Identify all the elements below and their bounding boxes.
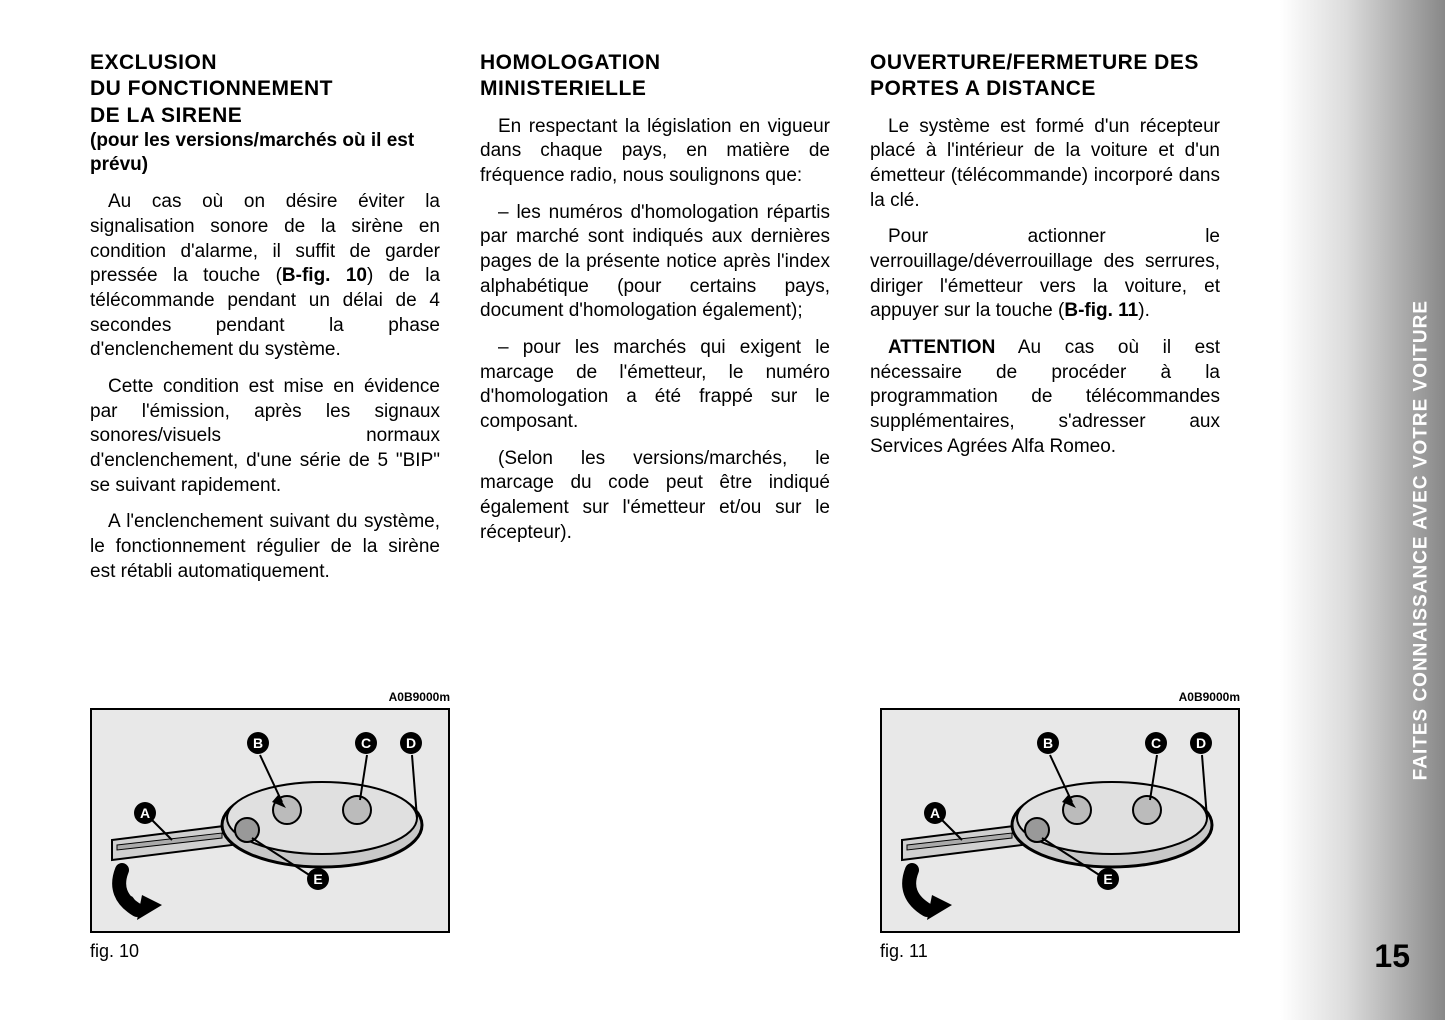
fig11-callout-A: A — [924, 802, 946, 824]
fig11-callout-D: D — [1190, 732, 1212, 754]
fig10-callout-D: D — [400, 732, 422, 754]
fig11-illustration: A B C D E — [880, 708, 1240, 933]
col2-para4: (Selon les versions/marchés, le marcage … — [480, 447, 830, 546]
col3-para3: ATTENTION Au cas où il est nécessaire de… — [870, 336, 1220, 459]
col1-heading: EXCLUSION DU FONCTIONNEMENT DE LA SIRENE — [90, 50, 440, 129]
col3-p2a: Pour actionner le verrouillage/déverroui… — [870, 226, 1220, 321]
fig11-callout-B: B — [1037, 732, 1059, 754]
col1-para3: A l'enclenchement suivant du système, le… — [90, 510, 440, 584]
column-3: OUVERTURE/FERMETURE DES PORTES A DISTANC… — [870, 50, 1220, 584]
fig10-callout-C: C — [355, 732, 377, 754]
column-1: EXCLUSION DU FONCTIONNEMENT DE LA SIRENE… — [90, 50, 440, 584]
col3-para1: Le système est formé d'un récepteur plac… — [870, 115, 1220, 214]
figure-11: A0B9000m A B C D — [880, 690, 1240, 962]
fig10-callout-E: E — [307, 868, 329, 890]
fig11-ref: A0B9000m — [880, 690, 1240, 704]
fig10-caption: fig. 10 — [90, 941, 450, 962]
fig11-caption: fig. 11 — [880, 941, 1240, 962]
col2-para3: – pour les marchés qui exigent le marcag… — [480, 336, 830, 435]
side-tab: FAITES CONNAISSANCE AVEC VOTRE VOITURE 1… — [1280, 0, 1445, 1020]
fig11-callout-E: E — [1097, 868, 1119, 890]
col3-heading: OUVERTURE/FERMETURE DES PORTES A DISTANC… — [870, 50, 1220, 103]
col2-para1: En respectant la législation en vigueur … — [480, 115, 830, 189]
section-tab-label: FAITES CONNAISSANCE AVEC VOTRE VOITURE — [1410, 300, 1432, 780]
col3-p2c: ). — [1138, 300, 1150, 321]
text-columns: EXCLUSION DU FONCTIONNEMENT DE LA SIRENE… — [90, 50, 1220, 584]
column-2: HOMOLOGATION MINISTERIELLE En respectant… — [480, 50, 830, 584]
col3-para2: Pour actionner le verrouillage/déverroui… — [870, 225, 1220, 324]
fig10-callout-A: A — [134, 802, 156, 824]
col1-subheading: (pour les versions/marchés où il est pré… — [90, 129, 440, 178]
fig11-callout-C: C — [1145, 732, 1167, 754]
col3-p2b-ref: B-fig. 11 — [1064, 300, 1138, 321]
col1-para1: Au cas où on désire éviter la signalisat… — [90, 190, 440, 363]
page-number: 15 — [1374, 938, 1410, 975]
col2-heading: HOMOLOGATION MINISTERIELLE — [480, 50, 830, 103]
fig10-ref: A0B9000m — [90, 690, 450, 704]
col3-p3a-attention: ATTENTION — [888, 337, 995, 358]
col1-para2: Cette condition est mise en évidence par… — [90, 375, 440, 498]
fig10-callout-B: B — [247, 732, 269, 754]
col1-p1b-ref: B-fig. 10 — [282, 265, 367, 286]
figure-10: A0B9000m — [90, 690, 450, 962]
page-content: EXCLUSION DU FONCTIONNEMENT DE LA SIRENE… — [0, 0, 1280, 1020]
fig10-illustration: A B C D E — [90, 708, 450, 933]
col2-para2: – les numéros d'homologation répartis pa… — [480, 201, 830, 324]
